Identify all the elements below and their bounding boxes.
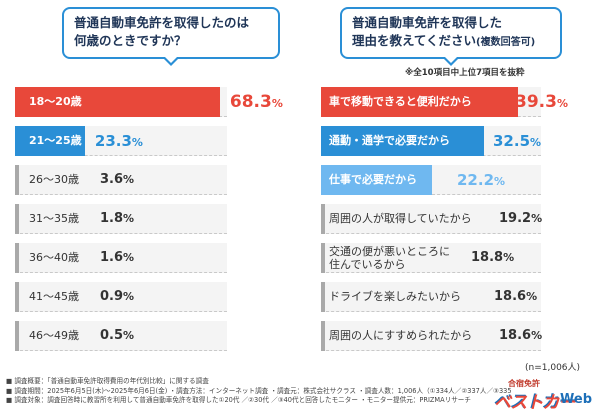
age-row: 36〜40歳 1.6% (15, 243, 290, 273)
reason-bar (321, 204, 325, 234)
footer-period: ■ 調査期間：2025年6月5日(木)〜2025年6月6日(金) ・調査方法：イ… (6, 386, 511, 395)
reason-bar (321, 126, 484, 156)
question-reason-sub: (複数回答可) (476, 37, 536, 48)
question-age-line2: 何歳のときですか？ (74, 33, 187, 48)
age-label: 31〜35歳 (29, 212, 79, 225)
question-age-box: 普通自動車免許を取得したのは 何歳のときですか？ (62, 7, 280, 66)
reason-row: 通勤・通学で必要だから 32.5% (321, 126, 593, 156)
reason-value: 18.6% (499, 328, 543, 343)
age-row: 21〜25歳 23.3% (15, 126, 290, 156)
reason-label: 仕事で必要だから (329, 173, 417, 186)
age-row: 26〜30歳 3.6% (15, 165, 290, 195)
reason-bar (321, 165, 432, 195)
reason-bar (321, 321, 325, 351)
logo-top-text: 合宿免許 (508, 379, 540, 388)
reason-row: 周囲の人が取得していたから 19.2% (321, 204, 593, 234)
reason-bar (321, 282, 325, 312)
footer-overview: ■ 調査概要：「普通自動車免許取得費用の年代別比較」に関する調査 (6, 377, 209, 385)
age-label: 26〜30歳 (29, 173, 79, 186)
age-track (15, 165, 227, 195)
reason-track (321, 321, 541, 351)
age-row: 46〜49歳 0.5% (15, 321, 290, 351)
reason-value: 22.2% (457, 171, 506, 189)
age-bar (15, 321, 19, 351)
age-label: 46〜49歳 (29, 329, 79, 342)
age-value: 0.5% (100, 328, 135, 343)
reason-bar (321, 87, 518, 117)
reason-value: 18.6% (494, 289, 538, 304)
question-reason-box: 普通自動車免許を取得した 理由を教えてください(複数回答可) (340, 7, 562, 66)
age-bar (15, 243, 19, 273)
reason-value: 32.5% (493, 132, 542, 150)
top-items-note: ※全10項目中上位7項目を抜粋 (405, 68, 525, 78)
age-value: 1.6% (100, 250, 135, 265)
reason-bar (321, 243, 325, 273)
age-label: 21〜25歳 (29, 134, 82, 147)
reason-track (321, 243, 541, 273)
age-track (15, 282, 227, 312)
reason-label: 車で移動できると便利だから (329, 95, 472, 108)
reason-value: 18.8% (471, 250, 515, 265)
age-bar (15, 165, 19, 195)
reason-value: 19.2% (499, 211, 543, 226)
survey-footer: ■ 調査概要：「普通自動車免許取得費用の年代別比較」に関する調査 ■ 調査期間：… (6, 377, 511, 406)
sample-size: (n=1,006人) (525, 363, 581, 373)
reason-label: 交通の便が悪いところに 住んでいるから (329, 245, 450, 271)
age-bar (15, 282, 19, 312)
age-label: 18〜20歳 (29, 95, 82, 108)
reason-label: 通勤・通学で必要だから (329, 134, 450, 147)
question-reason-line1: 普通自動車免許を取得した (352, 15, 503, 30)
age-value: 23.3% (94, 132, 143, 150)
reason-row: ドライブを楽しみたいから 18.6% (321, 282, 593, 312)
reason-row: 周囲の人にすすめられたから 18.6% (321, 321, 593, 351)
reason-label: 周囲の人にすすめられたから (329, 329, 473, 342)
age-bar (15, 204, 19, 234)
age-value: 68.3% (229, 92, 283, 112)
age-value: 1.8% (100, 211, 135, 226)
reason-label: 周囲の人が取得していたから (329, 212, 472, 225)
age-value: 3.6% (100, 172, 135, 187)
reason-row: 車で移動できると便利だから 39.3% (321, 87, 593, 117)
reason-row: 交通の便が悪いところに 住んでいるから 18.8% (321, 243, 593, 273)
bestcar-web-logo: 合宿免許 ベストカー Web (478, 378, 596, 413)
age-label: 41〜45歳 (29, 290, 79, 303)
reason-row: 仕事で必要だから 22.2% (321, 165, 593, 195)
reason-track (321, 282, 541, 312)
age-row: 18〜20歳 68.3% (15, 87, 290, 117)
age-label: 36〜40歳 (29, 251, 79, 264)
logo-suffix-text: Web (560, 392, 592, 407)
age-row: 41〜45歳 0.9% (15, 282, 290, 312)
age-row: 31〜35歳 1.8% (15, 204, 290, 234)
question-age-line1: 普通自動車免許を取得したのは (74, 15, 250, 30)
age-value: 0.9% (100, 289, 135, 304)
age-track (15, 321, 227, 351)
age-track (15, 204, 227, 234)
age-track (15, 243, 227, 273)
logo-main-text: ベストカー (494, 393, 575, 413)
footer-target: ■ 調査対象：調査回答時に教習所を利用して普通自動車免許を取得した①20代 ／②… (6, 396, 471, 404)
age-bar (15, 87, 220, 117)
reason-label: ドライブを楽しみたいから (329, 290, 461, 303)
reason-track (321, 204, 541, 234)
age-bar (15, 126, 85, 156)
reason-value: 39.3% (515, 92, 568, 112)
question-reason-line2: 理由を教えてください (352, 33, 477, 48)
